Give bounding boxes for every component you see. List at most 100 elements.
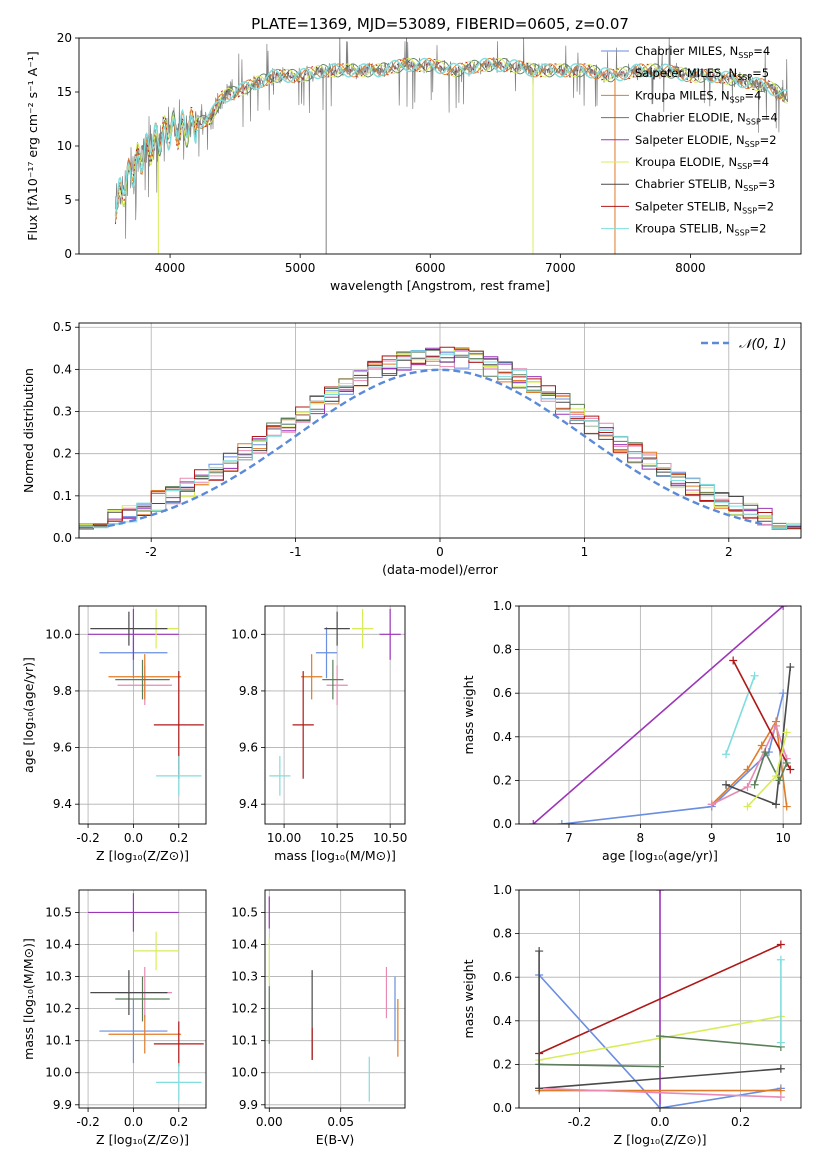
y-tick-label: 9.6	[239, 741, 258, 755]
x-axis-label: age [log₁₀(age/yr)]	[602, 848, 718, 863]
weight-marker	[750, 671, 759, 680]
x-tick-label: 6000	[415, 261, 446, 275]
errorbar-point	[115, 659, 170, 700]
weight-marker	[776, 940, 785, 949]
weight-marker	[776, 1064, 785, 1073]
x-tick-label: 7	[565, 831, 573, 845]
weight-marker	[656, 890, 664, 894]
y-tick-label: 10.2	[45, 1002, 72, 1016]
axes-frame	[264, 605, 406, 825]
x-axis-label: Z [log₁₀(Z/Z⊙)]	[96, 1132, 189, 1147]
weight-marker	[782, 728, 791, 737]
x-tick-label: 10.00	[267, 831, 301, 845]
y-tick-label: 9.8	[239, 684, 258, 698]
y-tick-label: 0.2	[493, 1057, 512, 1071]
legend-entry: Kroupa STELIB, NSSP=2	[601, 222, 766, 238]
weight-marker	[743, 782, 752, 791]
y-tick-label: 0.4	[53, 362, 72, 376]
y-tick-label: 10.4	[45, 938, 72, 952]
weight-marker	[656, 1104, 664, 1108]
y-tick-label: 10.3	[231, 970, 258, 984]
x-tick-label: -2	[145, 545, 157, 559]
plot-area	[268, 896, 399, 1102]
weight-marker	[535, 1084, 544, 1093]
axes-frame	[78, 605, 207, 825]
weight-marker	[761, 748, 770, 757]
y-tick-label: 0.0	[493, 1101, 512, 1115]
y-axis-label: mass weight	[461, 675, 476, 754]
weight-marker	[750, 780, 759, 789]
y-tick-label: 0.2	[493, 773, 512, 787]
y-tick-label: 10.1	[45, 1034, 72, 1048]
legend-label: Kroupa STELIB, NSSP=2	[635, 222, 766, 238]
y-tick-label: 10.0	[45, 627, 72, 641]
errorbar-point	[326, 665, 348, 706]
x-axis-label: Z [log₁₀(Z/Z⊙)]	[96, 848, 189, 863]
y-tick-label: 10.3	[45, 970, 72, 984]
axes-frame	[78, 322, 802, 539]
x-tick-label: -0.2	[76, 1115, 99, 1129]
y-axis-label: mass [log₁₀(M/M⊙)]	[21, 938, 36, 1060]
panel-residuals: -2 -1 0 1 2 0.0 0.1 0.2 0.3 0.4 0.5 (data-model)/er…	[21, 320, 802, 577]
plot-area	[88, 608, 204, 796]
x-tick-label: 0.0	[650, 1115, 669, 1129]
x-axis-label: Z [log₁₀(Z/Z⊙)]	[614, 1132, 707, 1147]
legend-label: 𝒩(0, 1)	[739, 337, 786, 352]
x-tick-label: -0.2	[568, 1115, 591, 1129]
y-tick-label: 10	[57, 139, 72, 153]
weight-marker	[772, 721, 781, 730]
legend-label: Salpeter STELIB, NSSP=2	[635, 199, 774, 215]
legend-label: Chabrier ELODIE, NSSP=4	[635, 111, 778, 127]
y-tick-label: 10.0	[231, 627, 258, 641]
weight-line	[538, 943, 782, 1055]
model-fit-line	[114, 57, 788, 217]
weight-marker	[757, 741, 766, 750]
y-tick-label: 10.5	[231, 905, 258, 919]
weight-marker	[743, 765, 752, 774]
x-axis-label: mass [log₁₀(M/M⊙)]	[274, 848, 396, 863]
y-tick-label: 0.5	[53, 320, 72, 334]
legend-entry: Kroupa MILES, NSSP=4	[601, 88, 761, 104]
weight-marker	[776, 1093, 785, 1102]
errorbar-point	[292, 671, 314, 779]
y-tick-label: 15	[57, 85, 72, 99]
errorbar-point	[324, 611, 350, 646]
plot-area	[88, 893, 204, 1102]
y-tick-label: 20	[57, 31, 72, 45]
weight-line	[539, 1087, 781, 1098]
errorbar-point	[322, 659, 344, 700]
weight-marker	[729, 656, 738, 665]
weight-marker	[786, 765, 795, 774]
x-tick-label: 2	[725, 545, 733, 559]
y-tick-label: 10.5	[45, 905, 72, 919]
weight-marker	[529, 820, 538, 824]
errorbar-point	[90, 611, 168, 646]
errorbar-point	[269, 756, 291, 796]
weight-marker	[772, 800, 781, 809]
gaussian-curve	[107, 368, 766, 528]
errorbar-point	[133, 931, 179, 971]
y-tick-label: 0	[64, 247, 72, 261]
x-tick-label: 0	[436, 545, 444, 559]
plot-area	[79, 346, 801, 530]
errorbar-point	[379, 608, 401, 660]
panel-weight_vs_age: 7 8 9 10 0.0 0.2 0.4 0.6 0.8 1.0 age [log₁₀(age/yr…	[461, 599, 802, 863]
errorbar-point	[115, 976, 170, 1022]
weight-marker	[775, 776, 784, 785]
weight-marker	[786, 663, 795, 672]
panel-age_vs_mass: 10.00 10.25 10.50 9.4 9.6 9.8 10.0 mass [log₁₀(…	[231, 605, 407, 863]
y-tick-label: 9.4	[53, 797, 72, 811]
x-tick-label: 7000	[545, 261, 576, 275]
plot-area	[535, 890, 785, 1108]
y-tick-label: 0.6	[493, 970, 512, 984]
model-fit-line	[114, 58, 788, 223]
legend-label: Chabrier MILES, NSSP=4	[635, 44, 770, 60]
weight-marker	[557, 820, 566, 824]
y-tick-label: 0.3	[53, 405, 72, 419]
weight-marker	[707, 800, 716, 809]
weight-marker	[782, 802, 791, 811]
y-tick-label: 0.0	[53, 531, 72, 545]
errorbar-point	[90, 970, 168, 1016]
x-tick-label: 9	[708, 831, 716, 845]
